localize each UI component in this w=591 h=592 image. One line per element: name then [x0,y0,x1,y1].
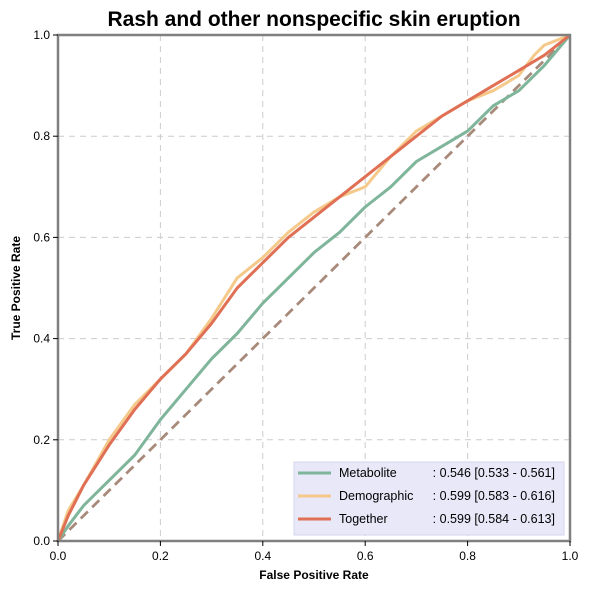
grid-lines [58,35,570,541]
series-lines [56,33,572,542]
y-tick-label-0: 0.0 [33,534,50,548]
y-tick-label-1: 0.2 [33,433,50,447]
legend-label-metabolite: Metabolite [339,466,397,480]
x-tick-label-3: 0.6 [357,549,374,563]
diagonal-line [57,34,571,542]
series-line-metabolite [56,34,572,542]
chart-title: Rash and other nonspecific skin eruption [107,8,520,31]
y-tick-label-2: 0.4 [33,332,50,346]
x-axis-label: False Positive Rate [259,568,369,582]
plot-frame [56,33,572,543]
y-tick-label-3: 0.6 [33,230,50,244]
axis-ticks: 0.00.0 0.2 0.2 0.4 0.4 0.6 0.6 0.8 0.8 1.0 1.0 [33,28,578,563]
x-tick-label-4: 0.8 [459,549,476,563]
x-tick-label-0: 0.0 [50,549,67,563]
series-line-demographic [56,33,571,542]
series-line-together [56,33,571,542]
x-tick-label-2: 0.4 [254,549,271,563]
x-tick-label-5: 1.0 [562,549,579,563]
legend: Metabolite : 0.546 [0.533 - 0.561] Demogra… [293,461,565,536]
legend-value-together: : 0.599 [0.584 - 0.613] [433,512,555,526]
legend-box [293,461,565,536]
x-tick-label-1: 0.2 [152,549,169,563]
legend-value-metabolite: : 0.546 [0.533 - 0.561] [433,466,555,480]
y-tick-label-4: 0.8 [33,129,50,143]
legend-label-demographic: Demographic [339,489,413,503]
y-axis-label: True Positive Rate [9,236,23,340]
legend-value-demographic: : 0.599 [0.583 - 0.616] [433,489,555,503]
chance-diagonal [57,34,571,542]
legend-label-together: Together [339,512,388,526]
y-tick-label-5: 1.0 [33,28,50,42]
